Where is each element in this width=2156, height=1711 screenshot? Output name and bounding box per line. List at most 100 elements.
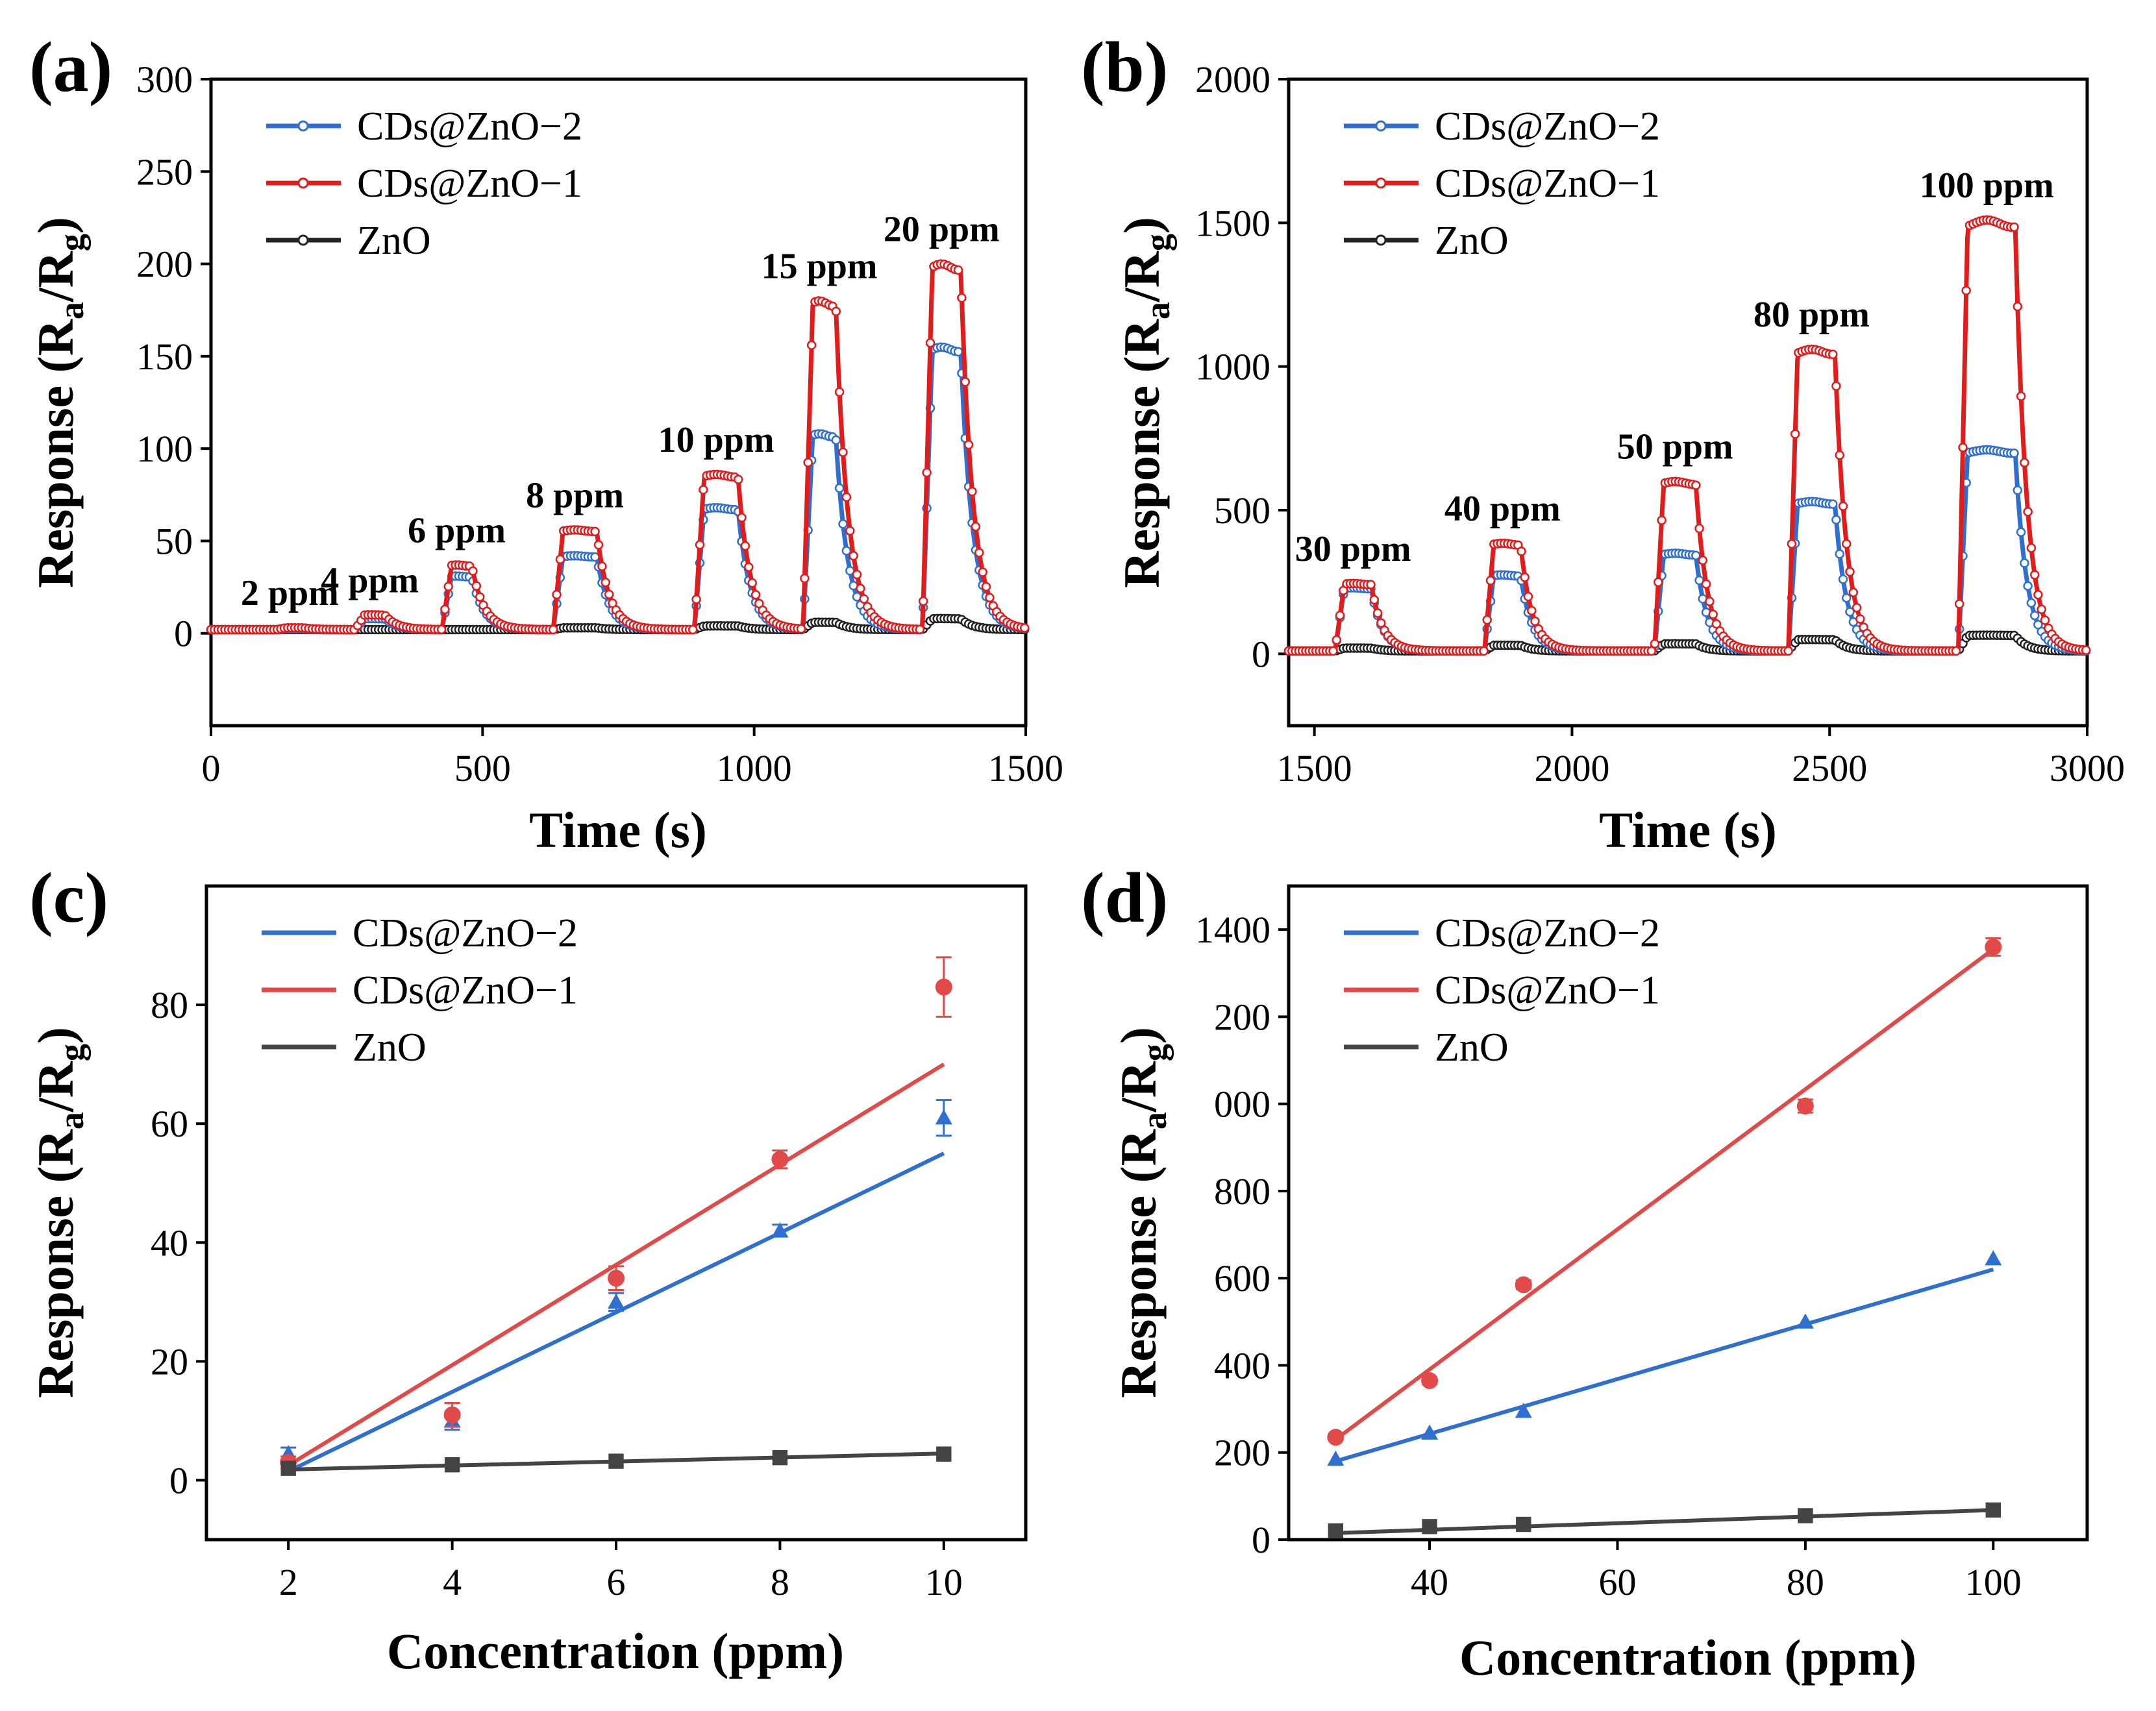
data-point: [1328, 1523, 1344, 1539]
panel-label: (d): [1081, 858, 1168, 937]
data-point: [1708, 609, 1718, 619]
fit-line: [287, 1063, 945, 1468]
y-axis-title-part: a: [52, 302, 91, 319]
y-tick-label: 1500: [1195, 202, 1270, 244]
legend-label: CDs@ZnO−1: [1435, 162, 1660, 206]
y-axis-title-part: /R: [1110, 1060, 1167, 1113]
data-point: [981, 582, 991, 592]
data-point: [1366, 580, 1376, 589]
data-point: [1327, 1450, 1344, 1466]
x-axis-title: Time (s): [1599, 802, 1777, 858]
data-point: [925, 338, 936, 348]
data-point: [1327, 1429, 1344, 1446]
data-point: [1705, 597, 1715, 606]
data-point: [1838, 501, 1848, 511]
y-tick-label: 2000: [1195, 58, 1270, 101]
data-point: [1369, 595, 1380, 605]
y-tick-label: 200: [1214, 996, 1270, 1038]
fit-line: [287, 1151, 945, 1473]
data-point: [2013, 485, 2023, 495]
data-point: [1828, 499, 1838, 509]
legend-label: ZnO: [1435, 219, 1509, 263]
annotation-label: 50 ppm: [1617, 427, 1733, 467]
series-markers-cds-zno-1: [1283, 215, 2091, 656]
annotation-label: 6 ppm: [408, 510, 506, 550]
data-point: [918, 596, 928, 606]
y-tick-label: 40: [151, 1222, 188, 1264]
data-point: [475, 592, 485, 602]
x-axis-title: Concentration (ppm): [387, 1623, 844, 1679]
y-axis-title-part: Response (R: [1110, 1128, 1167, 1398]
data-point: [1376, 618, 1386, 628]
data-point: [1650, 639, 1660, 648]
data-point: [1421, 1372, 1439, 1389]
data-point: [2026, 598, 2037, 608]
y-axis-title-part: ): [1113, 217, 1170, 234]
y-tick-label: 50: [155, 520, 193, 562]
y-tick-label: 400: [1214, 1344, 1270, 1386]
data-point: [800, 573, 810, 584]
y-axis-title: Response (Ra/Rg): [1110, 1027, 1174, 1398]
data-point: [1796, 1098, 1814, 1115]
y-axis-title-part: ): [27, 217, 84, 234]
y-tick-label: 150: [136, 336, 193, 378]
x-tick-label: 2500: [1792, 747, 1867, 789]
y-tick-label: 0: [1252, 1519, 1270, 1561]
y-tick-label: 200: [1214, 1432, 1270, 1474]
chart-panel-b: 1500 2000 2500 3000 0 500 1000 1500 2000 (b) Time …: [1081, 27, 2125, 858]
fit-line: [1334, 947, 1995, 1441]
data-point: [744, 562, 754, 572]
data-point: [1479, 646, 1489, 656]
y-tick-label: 1400: [1195, 909, 1270, 951]
chart-panel-a: 0 500 1000 1500 0 50 100 150 200 250 300 (a) Time (s…: [27, 27, 1063, 858]
data-point: [974, 548, 984, 558]
series-1: [1327, 937, 2002, 1446]
data-point: [953, 265, 963, 275]
data-point: [1985, 1502, 2001, 1518]
x-tick-label: 2: [279, 1561, 298, 1603]
x-tick-label: 80: [1787, 1561, 1824, 1603]
data-point: [1515, 1276, 1532, 1294]
data-point: [1328, 646, 1338, 656]
series-2: [1328, 1502, 2001, 1539]
data-point: [834, 387, 845, 397]
data-point: [2026, 543, 2037, 553]
data-point: [1691, 480, 1701, 490]
x-tick-label: 10: [925, 1561, 963, 1603]
data-point: [772, 1449, 788, 1466]
data-point: [2009, 448, 2019, 458]
y-tick-label: 800: [1214, 1170, 1270, 1212]
data-point: [796, 624, 806, 634]
series-0: [1327, 1249, 2002, 1466]
y-axis-title-part: /R: [27, 250, 84, 302]
y-axis-title-part: Response (R: [27, 1128, 84, 1398]
y-axis-title-part: a: [1135, 1112, 1174, 1129]
legend-label: CDs@ZnO−1: [1435, 968, 1660, 1013]
data-point: [555, 554, 565, 565]
data-point: [597, 561, 607, 571]
y-axis-title-part: /R: [27, 1060, 84, 1113]
y-tick-label: 60: [151, 1103, 188, 1145]
data-point: [608, 1270, 625, 1287]
data-point: [608, 1293, 625, 1309]
data-point: [2013, 301, 2023, 312]
y-tick-label: 1000: [1195, 346, 1270, 388]
data-point: [978, 567, 987, 577]
y-axis-title-part: Response (R: [1113, 318, 1170, 588]
data-point: [985, 593, 995, 602]
data-point: [552, 589, 562, 600]
y-axis-title-part: Response (R: [27, 318, 84, 588]
y-axis-title-part: ): [27, 1027, 84, 1044]
x-tick-label: 3000: [2050, 747, 2125, 789]
data-point: [2040, 615, 2050, 625]
data-point: [841, 546, 852, 556]
data-point: [2029, 570, 2040, 580]
data-point: [967, 487, 977, 497]
data-point: [1372, 608, 1383, 618]
data-point: [1019, 623, 1030, 633]
plot-frame: [209, 77, 1028, 728]
data-point: [750, 590, 761, 600]
data-point: [471, 581, 482, 591]
data-point: [838, 447, 848, 457]
